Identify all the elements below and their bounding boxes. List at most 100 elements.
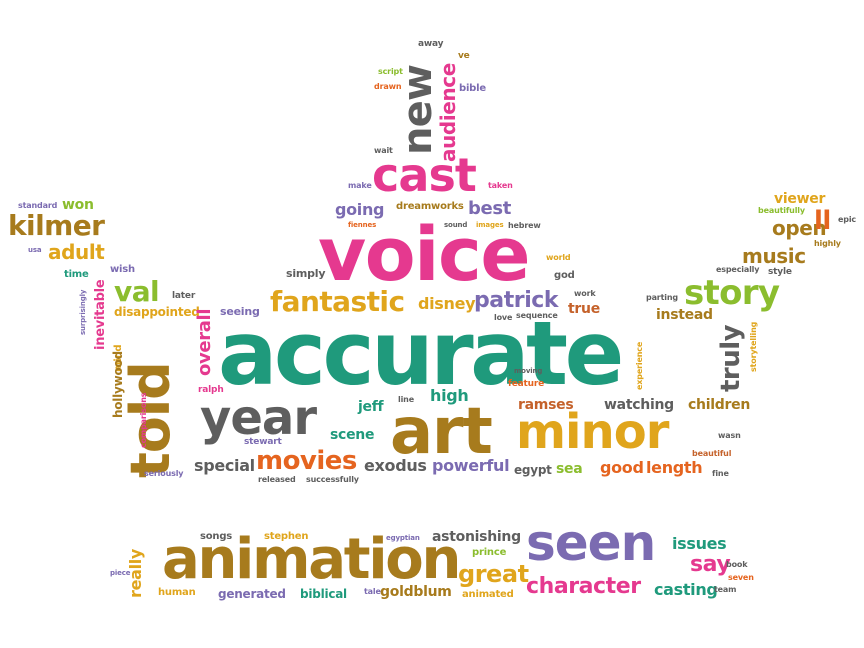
word-comparisons: comparisons <box>139 392 148 448</box>
word-beautifully: beautifully <box>758 206 805 215</box>
word-biblical: biblical <box>300 587 347 601</box>
word-powerful: powerful <box>432 456 510 475</box>
word-tale: tale <box>364 587 381 596</box>
word-bible: bible <box>459 83 486 94</box>
word-storytelling: storytelling <box>749 321 758 372</box>
word-sound: sound <box>444 221 468 229</box>
word-truly: truly <box>716 324 746 392</box>
word-team: team <box>714 585 737 594</box>
word-drawn: drawn <box>374 82 402 91</box>
word-dreamworks: dreamworks <box>396 201 464 212</box>
word-wasn: wasn <box>718 431 741 440</box>
word-cast: cast <box>372 148 477 202</box>
word-love: love <box>494 313 513 322</box>
word-special: special <box>194 456 255 475</box>
word-beautiful: beautiful <box>692 449 732 458</box>
word-stephen: stephen <box>264 531 309 542</box>
word-world: world <box>546 253 571 262</box>
word-length: length <box>646 458 703 477</box>
word-script: script <box>378 67 403 76</box>
word-released: released <box>258 475 296 484</box>
word-egypt: egypt <box>514 463 552 477</box>
word-hebrew: hebrew <box>508 221 541 230</box>
word-animation: animation <box>162 527 461 592</box>
word-god: god <box>554 270 575 281</box>
word-epic: epic <box>838 215 856 224</box>
word-ve: ve <box>458 51 470 61</box>
word-make: make <box>348 181 372 190</box>
word-voice: voice <box>318 212 531 298</box>
word-prince: prince <box>472 547 507 558</box>
word-book: book <box>726 560 748 569</box>
word-movies: movies <box>256 446 357 476</box>
word-really: really <box>126 548 145 598</box>
word-children: children <box>688 397 751 413</box>
word-astonishing: astonishing <box>432 529 521 545</box>
word-accurate: accurate <box>218 302 624 405</box>
word-val: val <box>114 275 160 308</box>
word-high: high <box>430 386 469 405</box>
word-exodus: exodus <box>364 456 427 475</box>
word-great: great <box>458 560 529 588</box>
word-parting: parting <box>646 293 678 302</box>
word-wish: wish <box>110 264 135 275</box>
word-seen: seen <box>526 514 656 572</box>
word-year: year <box>200 390 317 446</box>
word-patrick: patrick <box>474 288 559 313</box>
word-work: work <box>574 289 596 298</box>
word-experience: experience <box>635 341 644 390</box>
word-art: art <box>390 395 493 469</box>
word-images: images <box>476 221 504 229</box>
word-say: say <box>690 552 731 577</box>
word-music: music <box>742 244 806 268</box>
word-issues: issues <box>672 534 727 553</box>
word-style: style <box>768 267 792 277</box>
word-highly: highly <box>814 239 841 248</box>
word-away: away <box>418 39 444 49</box>
word-character: character <box>526 574 641 599</box>
word-good: good <box>600 458 644 477</box>
word-piece: piece <box>110 569 131 577</box>
word-adult: adult <box>48 240 105 264</box>
word-ralph: ralph <box>198 385 224 395</box>
word-ll: ll <box>814 206 831 236</box>
word-viewer: viewer <box>774 191 826 207</box>
word-story: story <box>684 273 780 313</box>
word-going: going <box>335 200 385 219</box>
word-true: true <box>568 301 600 317</box>
word-overall: overall <box>194 308 215 376</box>
word-sequence: sequence <box>516 311 558 320</box>
word-animated: animated <box>462 589 514 600</box>
word-line: line <box>398 395 414 404</box>
word-instead: instead <box>656 307 713 323</box>
word-later: later <box>172 291 196 301</box>
word-time: time <box>64 269 89 280</box>
word-egyptian: egyptian <box>386 534 420 542</box>
word-songs: songs <box>200 531 233 542</box>
word-sea: sea <box>556 461 583 477</box>
word-stewart: stewart <box>244 437 282 447</box>
word-human: human <box>158 587 196 598</box>
word-inevitable: inevitable <box>93 279 108 350</box>
word-feature: feature <box>508 379 545 389</box>
word-won: won <box>62 197 94 213</box>
word-wait: wait <box>374 146 393 155</box>
word-taken: taken <box>488 181 513 190</box>
word-kilmer: kilmer <box>8 209 105 242</box>
word-fiennes: fiennes <box>348 221 377 229</box>
word-fine: fine <box>712 469 729 478</box>
word-standard: standard <box>18 201 58 210</box>
word-open: open <box>772 216 827 240</box>
word-watching: watching <box>604 397 674 413</box>
word-successfully: successfully <box>306 475 359 484</box>
word-jeff: jeff <box>358 399 384 415</box>
word-ramses: ramses <box>518 397 574 413</box>
word-seeing: seeing <box>220 305 260 318</box>
word-minor: minor <box>516 404 669 460</box>
word-especially: especially <box>716 265 760 274</box>
word-surprisingly: surprisingly <box>79 289 87 335</box>
word-told: told <box>119 362 182 478</box>
word-moving: moving <box>514 367 543 375</box>
word-fantastic: fantastic <box>270 285 405 318</box>
word-goldblum: goldblum <box>380 584 452 600</box>
